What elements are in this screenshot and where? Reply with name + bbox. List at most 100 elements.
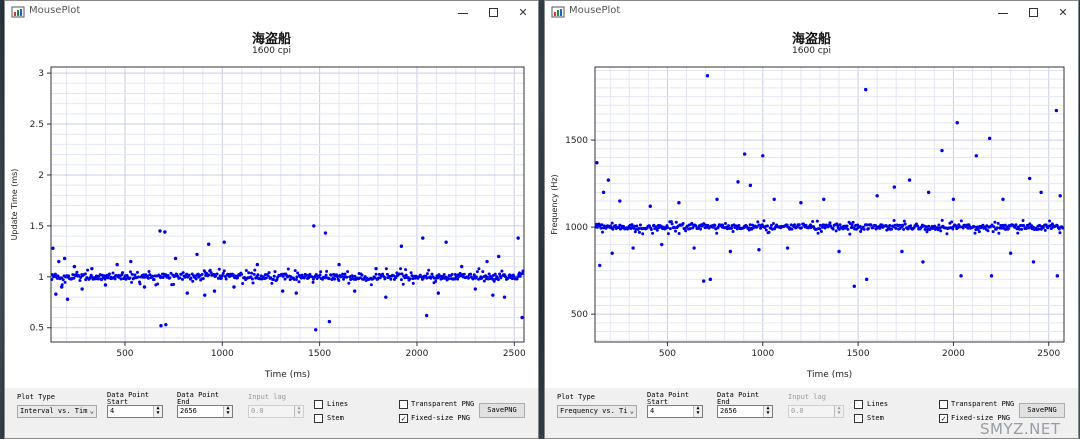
data-point <box>345 275 349 279</box>
fixed-size-png-checkbox[interactable]: ✓ <box>399 414 408 423</box>
data-point <box>152 277 156 281</box>
data-point <box>480 276 484 280</box>
data-point <box>819 230 823 234</box>
data-point <box>347 281 351 285</box>
data-point <box>666 226 670 230</box>
y-tick-label: 2.5 <box>30 120 44 130</box>
data-point <box>765 224 769 228</box>
data-point <box>482 279 486 283</box>
data-point <box>974 228 978 232</box>
data-point <box>180 277 184 281</box>
data-point <box>799 201 803 205</box>
data-point <box>203 293 207 297</box>
minimize-button[interactable] <box>988 1 1018 23</box>
plot-type-dropdown[interactable]: Frequency vs. Ti ⌄ <box>557 405 637 418</box>
data-point <box>823 226 827 230</box>
data-point <box>113 277 117 281</box>
data-point <box>852 284 856 289</box>
minimize-button[interactable] <box>448 1 478 23</box>
data-point <box>209 271 213 275</box>
data-point <box>401 282 405 286</box>
title-bar[interactable]: MousePlot ✕ <box>5 1 538 23</box>
data-point <box>425 276 429 280</box>
data-point <box>1027 176 1032 181</box>
data-point <box>159 324 163 328</box>
data-point <box>715 231 719 235</box>
data-point <box>1055 274 1060 278</box>
close-button[interactable]: ✕ <box>1048 1 1078 23</box>
transparent-png-checkbox[interactable] <box>399 400 408 409</box>
data-point <box>421 236 425 240</box>
data-point <box>793 223 797 227</box>
data-point-start-spinner[interactable]: 4 ▲ ▼ <box>107 405 163 418</box>
data-point-end-label: Data Point End <box>717 391 760 406</box>
data-point-end-spinner[interactable]: 2656 ▲ ▼ <box>717 405 773 418</box>
data-point <box>79 276 83 280</box>
lines-checkbox[interactable] <box>314 400 323 409</box>
data-point <box>864 87 868 92</box>
data-point <box>677 232 681 236</box>
data-point <box>601 190 606 195</box>
plot-type-label: Plot Type <box>17 393 55 401</box>
data-point <box>286 267 290 271</box>
data-point <box>121 271 125 275</box>
data-point <box>57 259 61 264</box>
data-point <box>146 276 150 280</box>
spinner-arrows-icon[interactable]: ▲ ▼ <box>153 406 162 417</box>
plot-type-value: Interval vs. Tim <box>20 407 88 415</box>
data-point <box>249 275 253 279</box>
fixed-size-png-checkbox[interactable]: ✓ <box>939 414 948 423</box>
title-bar[interactable]: MousePlot ✕ <box>545 1 1078 23</box>
data-point <box>85 276 89 280</box>
spinner-arrows-icon[interactable]: ▲ ▼ <box>763 406 772 417</box>
maximize-button[interactable] <box>1018 1 1048 23</box>
spinner-arrows-icon[interactable]: ▲ ▼ <box>693 406 702 417</box>
data-point <box>1041 226 1045 230</box>
x-tick-label: 500 <box>659 349 676 359</box>
stem-checkbox[interactable] <box>854 414 863 423</box>
data-point <box>818 227 822 231</box>
stem-label: Stem <box>327 414 344 422</box>
data-point <box>611 227 615 231</box>
y-tick-label: 2 <box>38 171 44 181</box>
data-point <box>997 231 1001 235</box>
data-point <box>861 225 865 229</box>
data-point <box>294 291 298 295</box>
data-point <box>314 273 318 277</box>
data-point-end-spinner[interactable]: 2656 ▲ ▼ <box>177 405 233 418</box>
data-point <box>67 274 71 278</box>
data-point <box>1014 223 1018 227</box>
data-point <box>200 272 204 276</box>
data-point <box>995 226 999 230</box>
close-button[interactable]: ✕ <box>508 1 538 23</box>
controls-panel: Plot Type Frequency vs. Ti ⌄ Data Point … <box>545 388 1078 438</box>
data-point <box>99 278 103 282</box>
transparent-png-checkbox[interactable] <box>939 400 948 409</box>
data-point <box>648 224 652 228</box>
data-point <box>206 242 211 246</box>
save-png-button[interactable]: SavePNG <box>1019 403 1065 418</box>
plot-type-dropdown[interactable]: Interval vs. Tim ⌄ <box>17 405 97 418</box>
spinner-arrows-icon[interactable]: ▲ ▼ <box>223 406 232 417</box>
data-point <box>90 266 94 271</box>
data-point <box>1058 194 1062 198</box>
data-point <box>837 249 841 254</box>
data-point <box>500 269 504 273</box>
data-point <box>822 197 826 201</box>
data-point-start-spinner[interactable]: 4 ▲ ▼ <box>647 405 703 418</box>
data-point <box>135 270 139 274</box>
data-point <box>506 276 510 280</box>
data-point <box>410 274 414 278</box>
close-icon: ✕ <box>1058 5 1068 19</box>
data-point <box>187 273 191 277</box>
data-point <box>189 276 193 280</box>
maximize-button[interactable] <box>478 1 508 23</box>
lines-checkbox[interactable] <box>854 400 863 409</box>
save-png-button[interactable]: SavePNG <box>479 403 525 418</box>
data-point <box>352 289 357 293</box>
stem-checkbox[interactable] <box>314 414 323 423</box>
data-point <box>751 223 755 227</box>
data-point <box>471 277 475 281</box>
close-icon: ✕ <box>518 5 528 19</box>
data-point <box>1058 231 1062 235</box>
